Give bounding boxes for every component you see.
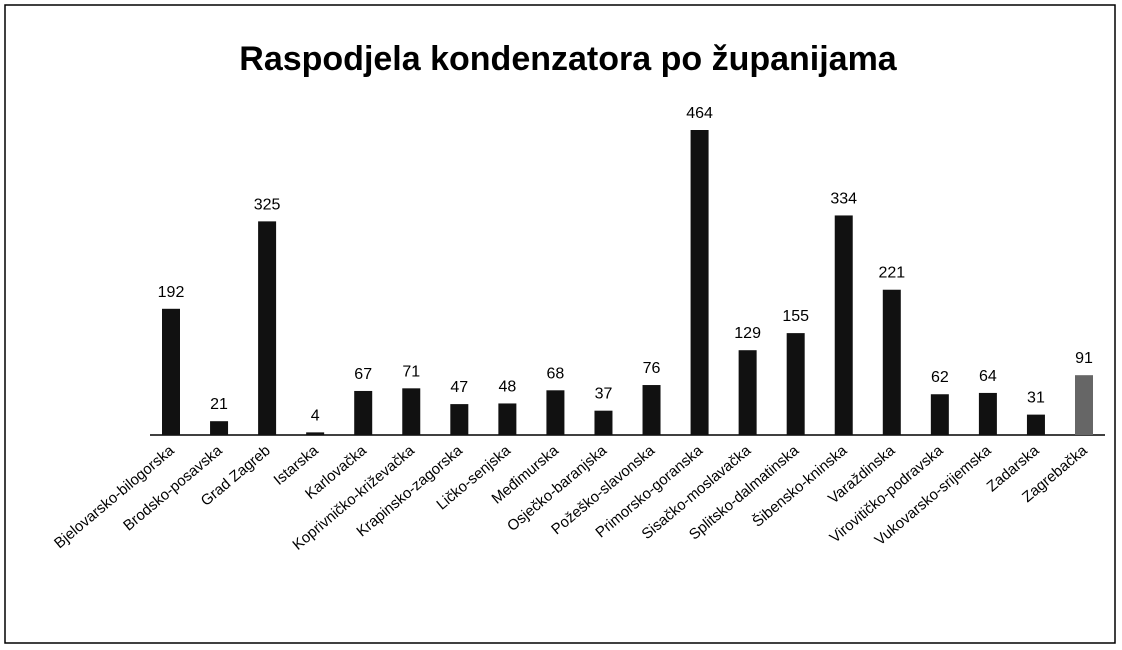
bar	[1075, 375, 1093, 435]
bar	[930, 394, 949, 435]
bar	[834, 215, 853, 435]
bar	[402, 388, 421, 435]
data-label: 4	[311, 407, 320, 424]
data-label: 192	[158, 284, 185, 301]
data-label: 76	[643, 360, 661, 377]
data-label: 47	[450, 379, 468, 396]
bar	[354, 390, 373, 435]
chart-title: Raspodjela kondenzatora po županijama	[239, 40, 898, 78]
data-label: 37	[595, 386, 613, 403]
chart-frame	[4, 4, 1116, 644]
data-label: 155	[782, 308, 809, 325]
bar	[738, 350, 757, 435]
bar	[546, 390, 565, 435]
data-label: 68	[547, 365, 565, 382]
bar	[210, 421, 229, 435]
bar	[498, 403, 517, 435]
data-label: 221	[878, 265, 905, 282]
data-label: 464	[686, 105, 713, 122]
data-label: 31	[1027, 390, 1045, 407]
bar	[450, 404, 469, 435]
data-label: 62	[931, 369, 949, 386]
data-label: 91	[1075, 350, 1093, 367]
bar	[690, 130, 709, 435]
bar	[594, 410, 613, 435]
data-label: 64	[979, 368, 997, 385]
data-label: 67	[354, 366, 372, 383]
data-label: 334	[830, 190, 857, 207]
bar	[882, 289, 901, 435]
bar	[1026, 414, 1045, 435]
data-label: 129	[734, 325, 761, 342]
bar	[642, 385, 661, 435]
bar	[978, 392, 997, 435]
bar	[786, 333, 805, 435]
data-label: 71	[402, 363, 420, 380]
data-label: 48	[498, 378, 516, 395]
bar	[258, 221, 277, 435]
bar	[306, 432, 325, 435]
bar	[162, 308, 180, 435]
data-label: 325	[254, 196, 281, 213]
data-label: 21	[210, 396, 228, 413]
